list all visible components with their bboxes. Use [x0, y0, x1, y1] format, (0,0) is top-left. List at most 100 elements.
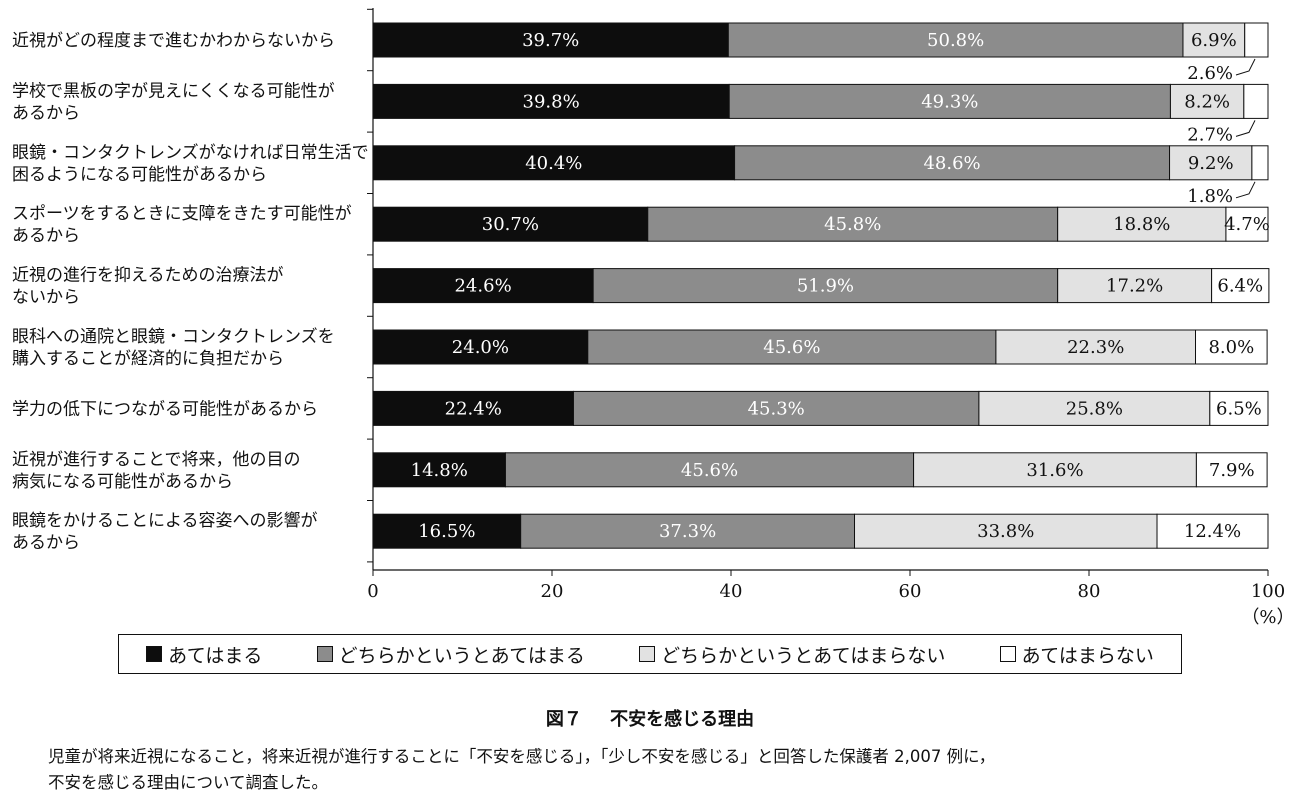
data-label: 1.8% [1187, 186, 1233, 207]
legend-label-2: どちらかというとあてはまる [338, 644, 585, 667]
data-label-leader [1235, 120, 1256, 137]
legend: あてはまる どちらかというとあてはまる どちらかというとあてはまらない あてはま… [118, 634, 1182, 674]
category-label: スポーツをするときに支障をきたす可能性が [12, 204, 352, 224]
figure-caption: 児童が将来近視になること，将来近視が進行することに「不安を感じる」，「少し不安を… [48, 744, 1268, 796]
data-label: 8.2% [1184, 91, 1230, 112]
data-label: 14.8% [411, 460, 468, 481]
category-label: 病気になる可能性があるから [12, 472, 233, 492]
data-label: 50.8% [927, 30, 984, 51]
x-tick-label: 60 [899, 581, 922, 602]
data-label: 45.6% [681, 460, 738, 481]
x-tick-label: 20 [541, 581, 564, 602]
legend-label-4: あてはまらない [1021, 644, 1154, 667]
bar-segment [587, 329, 997, 365]
bar-segment [734, 145, 1171, 181]
caption-line-2: 不安を感じる理由について調査した。 [48, 773, 329, 792]
legend-swatch-1 [146, 646, 163, 662]
caption-line-1: 児童が将来近視になること，将来近視が進行することに「不安を感じる」，「少し不安を… [48, 747, 996, 766]
data-label: 17.2% [1106, 276, 1163, 297]
legend-swatch-3 [639, 646, 656, 662]
data-label: 9.2% [1188, 153, 1234, 174]
bar-segment [727, 22, 1184, 58]
data-label: 22.4% [445, 398, 502, 419]
data-label: 8.0% [1208, 337, 1254, 358]
category-label: 学校で黒板の字が見えにくくなる可能性が [12, 81, 335, 101]
bar-segment [372, 452, 506, 488]
bar-segment [1209, 390, 1269, 426]
x-axis-unit: （%） [1241, 607, 1294, 628]
category-label: あるから [12, 103, 80, 123]
data-label: 4.7% [1224, 214, 1270, 235]
data-label: 2.6% [1187, 63, 1233, 84]
data-label: 39.8% [523, 91, 580, 112]
bar-segment [372, 83, 730, 119]
bar-segment [572, 390, 980, 426]
data-label: 49.3% [921, 91, 978, 112]
data-label: 22.3% [1067, 337, 1124, 358]
bar-segment [1169, 83, 1245, 119]
category-label: 学力の低下につながる可能性があるから [12, 399, 318, 419]
category-label: 購入することが経済的に負担だから [12, 349, 284, 369]
data-label-leader [1235, 58, 1256, 76]
x-tick-label: 100 [1251, 581, 1285, 602]
x-tick-label: 0 [367, 581, 378, 602]
bar-segment [372, 329, 589, 365]
bar-segment [1251, 145, 1269, 181]
data-label: 45.3% [748, 398, 805, 419]
category-label: 近視が進行することで将来，他の目の [12, 450, 301, 470]
x-tick-label: 80 [1078, 581, 1101, 602]
data-label: 7.9% [1209, 460, 1255, 481]
figure-title: 図７ 不安を感じる理由 [0, 705, 1300, 731]
data-label: 12.4% [1184, 521, 1241, 542]
bar-segment [520, 513, 856, 549]
category-label: 眼鏡・コンタクトレンズがなければ日常生活で [12, 143, 369, 163]
bar-segment [372, 268, 594, 304]
data-label: 16.5% [418, 521, 475, 542]
data-label: 45.8% [824, 214, 881, 235]
bar-segment [372, 22, 729, 58]
data-label: 40.4% [525, 153, 582, 174]
data-label-leader [1235, 181, 1256, 199]
bar-segment [1243, 83, 1269, 119]
legend-label-1: あてはまる [168, 644, 263, 667]
bar-segment [1211, 268, 1270, 304]
data-label: 6.9% [1191, 30, 1237, 51]
bar-segment [1156, 513, 1269, 549]
category-label: あるから [12, 533, 80, 553]
legend-item-3: どちらかというとあてはまらない [639, 641, 945, 668]
data-label: 18.8% [1113, 214, 1170, 235]
legend-label-3: どちらかというとあてはまらない [661, 644, 946, 667]
bar-segment [1195, 329, 1268, 365]
bar-segment [1195, 452, 1268, 488]
category-label: 近視の進行を抑えるための治療法が [12, 266, 284, 286]
stacked-bar-chart: 0 20 40 60 80 100 （%） 近視がどの程度まで進むかわからないから 39.7% 5… [12, 8, 1295, 628]
legend-item-2: どちらかというとあてはまる [316, 641, 585, 668]
bar-segment [1225, 206, 1269, 242]
legend-item-4: あてはまらない [999, 641, 1154, 668]
category-label: 近視がどの程度まで進むかわからないから [12, 31, 335, 51]
data-label: 25.8% [1066, 398, 1123, 419]
category-label: ないから [12, 288, 80, 308]
bar-segment [372, 390, 574, 426]
data-label: 24.0% [452, 337, 509, 358]
data-label: 6.4% [1217, 276, 1263, 297]
bar-segment [504, 452, 915, 488]
category-label: あるから [12, 226, 80, 246]
data-label: 30.7% [482, 214, 539, 235]
data-label: 31.6% [1026, 460, 1083, 481]
bar-segment [995, 329, 1197, 365]
category-label: 困るようになる可能性があるから [12, 165, 267, 185]
bar-segment [854, 513, 1158, 549]
bar-segment [978, 390, 1211, 426]
bar-segment [1057, 206, 1227, 242]
bar-segment [372, 206, 649, 242]
data-label: 33.8% [977, 521, 1034, 542]
data-label: 51.9% [797, 276, 854, 297]
data-label: 24.6% [454, 276, 511, 297]
legend-swatch-4 [999, 646, 1016, 662]
data-label: 45.6% [763, 337, 820, 358]
figure-number: 図７ [545, 709, 582, 730]
data-label: 2.7% [1187, 124, 1233, 145]
legend-swatch-2 [316, 646, 333, 662]
category-label: 眼科への通院と眼鏡・コンタクトレンズを [12, 327, 335, 347]
